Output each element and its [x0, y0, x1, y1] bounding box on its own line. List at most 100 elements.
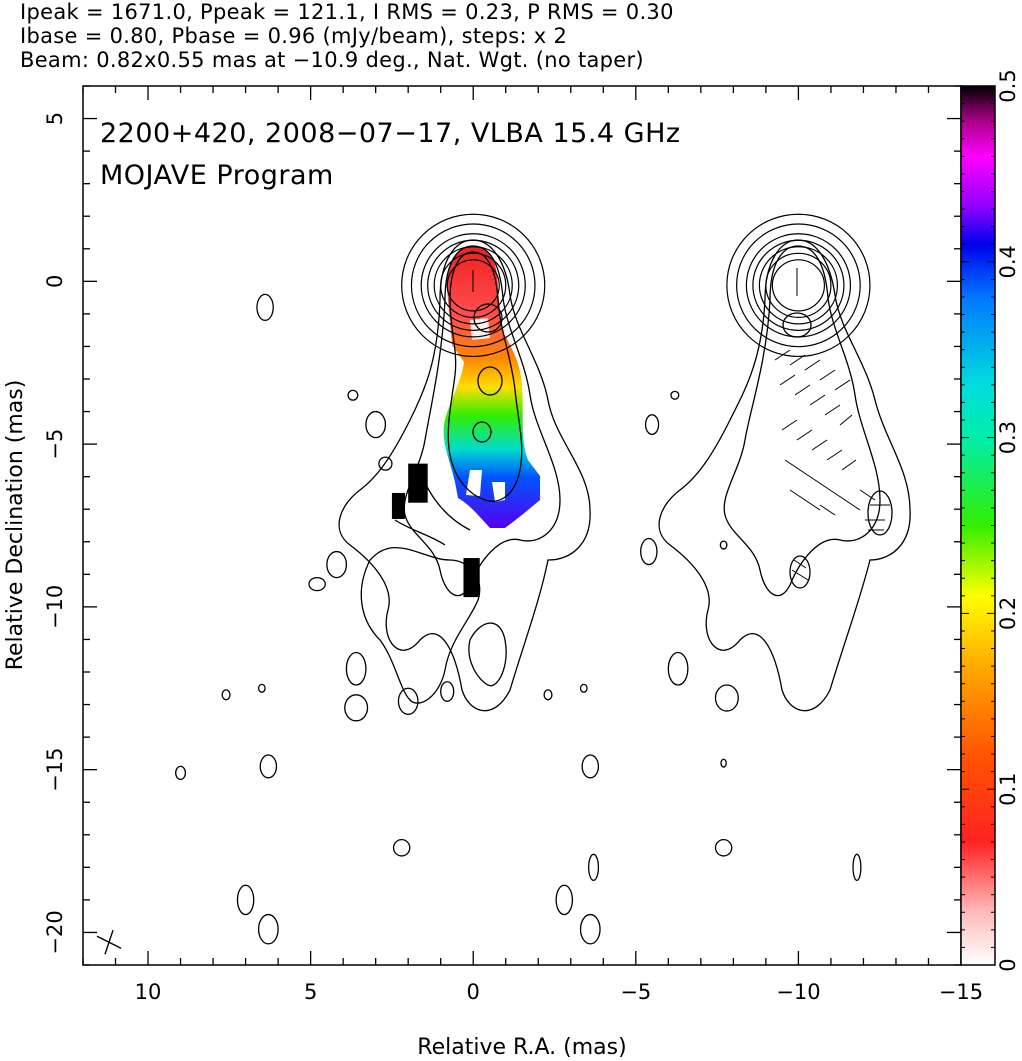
contour-island: [579, 683, 588, 693]
contour-mid-jet: [403, 245, 561, 597]
contour-knot: [473, 303, 503, 333]
contour-island: [588, 853, 600, 882]
header-line-3: Beam: 0.82x0.55 mas at −10.9 deg., Nat. …: [20, 48, 644, 72]
colorbar-ticks: 0 0.1 0.2 0.3 0.4 0.5: [961, 69, 1020, 972]
contour-island: [344, 694, 369, 722]
contour-island: [257, 683, 266, 693]
contour-island: [640, 537, 658, 566]
contour-lower-jet: [468, 622, 507, 687]
core-contour: [420, 233, 526, 338]
contour-island: [644, 414, 660, 435]
contour-arc: [419, 469, 471, 531]
y-tick-label: −10: [43, 585, 67, 629]
jet-white-patch: [492, 482, 505, 502]
colorbar-tick-label: 0.5: [996, 69, 1020, 102]
y-tick-label: 5: [43, 112, 67, 125]
contour-island: [347, 389, 359, 401]
jet-white-patch: [466, 470, 482, 496]
contour-island: [670, 390, 680, 400]
polarization-vectors: [774, 349, 890, 581]
right-contours: [658, 239, 911, 712]
contour-island: [581, 754, 600, 779]
core-contour: [401, 213, 546, 358]
core-markers: [472, 268, 798, 296]
contour-island: [555, 884, 574, 916]
x-tick-label: 10: [135, 980, 162, 1004]
contour-outer-jet: [658, 239, 911, 712]
contour-lower-jet: [360, 546, 481, 704]
beam-marker: [104, 929, 114, 955]
colorbar-gradient: [960, 85, 996, 966]
colorbar: 0 0.1 0.2 0.3 0.4 0.5: [960, 69, 1020, 972]
colorbar-tick-label: 0.2: [996, 597, 1020, 630]
x-tick-label: 0: [467, 980, 480, 1004]
contour-island: [667, 651, 689, 686]
contour-island: [392, 839, 411, 857]
contour-island: [236, 884, 255, 916]
header-line-1: Ipeak = 1671.0, Ppeak = 121.1, I RMS = 0…: [20, 0, 674, 24]
core-contour-right: [736, 223, 861, 348]
chart-subtitle: MOJAVE Program: [100, 160, 334, 191]
colorbar-tick-label: 0.3: [996, 421, 1020, 454]
core-contour: [433, 246, 513, 325]
contour-island: [365, 410, 387, 439]
contour-knot: [477, 366, 503, 396]
x-axis-label: Relative R.A. (mas): [417, 1035, 626, 1060]
core-contour-right: [758, 246, 839, 325]
contour-outer-jet: [338, 239, 591, 712]
colorbar-tick-label: 0: [996, 958, 1020, 971]
y-tick-label: −20: [43, 910, 67, 954]
contour-island: [397, 687, 419, 715]
left-contours: [338, 239, 591, 712]
contour-arc: [394, 519, 446, 546]
contour-island: [440, 681, 455, 702]
contour-island: [378, 456, 393, 471]
axis-ticks: 10 5 0 −5 −10 −15 5 0 −5 −10 −15 −20: [43, 85, 983, 1004]
contour-island: [257, 913, 279, 945]
core-contour-right: [745, 233, 852, 338]
contour-island: [852, 853, 862, 882]
contour-island: [720, 758, 727, 768]
contour-mid-jet: [723, 245, 881, 597]
core-contour-right: [771, 259, 826, 312]
contour-island: [221, 689, 231, 701]
pol-saturated-block: [408, 463, 428, 503]
contour-island: [579, 913, 601, 945]
core-contour: [446, 259, 500, 312]
contour-island: [326, 550, 348, 579]
x-tick-label: −10: [776, 980, 820, 1004]
contour-island: [259, 754, 278, 779]
contour-inner-jet: [447, 251, 523, 502]
x-tick-label: 5: [304, 980, 317, 1004]
colorbar-tick-label: 0.1: [996, 772, 1020, 805]
y-tick-label: −5: [43, 429, 67, 460]
pol-saturated-block: [463, 558, 480, 598]
chart-title: 2200+420, 2008−07−17, VLBA 15.4 GHz: [100, 118, 681, 149]
contour-island: [345, 651, 367, 686]
header-line-2: Ibase = 0.80, Pbase = 0.96 (mJy/beam), s…: [20, 24, 568, 48]
vector-field: [774, 349, 890, 581]
contour-knot: [867, 490, 893, 536]
x-tick-label: −5: [620, 980, 651, 1004]
y-tick-label: 0: [43, 275, 67, 288]
contour-island: [714, 684, 739, 712]
colorbar-tick-label: 0.4: [996, 245, 1020, 278]
contour-island: [308, 576, 326, 592]
contour-knot: [789, 555, 811, 589]
chart-layer: [96, 213, 871, 955]
contour-knot: [472, 421, 492, 443]
contour-island: [175, 765, 187, 781]
contour-knot: [782, 312, 812, 338]
x-tick-label: −15: [939, 980, 983, 1004]
contour-island: [714, 839, 733, 857]
contour-island: [543, 689, 553, 701]
pol-saturated-block: [391, 492, 405, 519]
core-contour-right: [726, 213, 871, 358]
plot-frame: [82, 85, 962, 966]
y-tick-label: −15: [43, 748, 67, 792]
core-contour: [410, 223, 536, 348]
contour-island: [719, 540, 728, 550]
contour-island: [256, 293, 274, 322]
y-axis-label: Relative Declination (mas): [3, 380, 28, 671]
